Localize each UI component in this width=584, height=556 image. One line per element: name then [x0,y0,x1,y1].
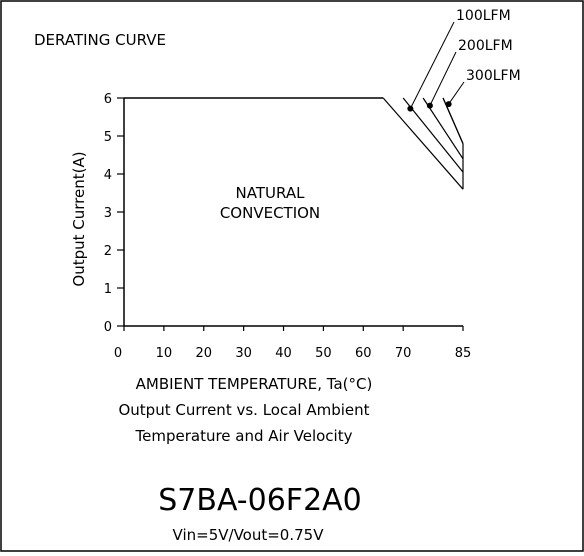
caption-line-1: Output Current vs. Local Ambient [118,401,369,419]
callout-label: 100LFM [456,8,511,24]
series-line [382,97,464,190]
y-tick-label: 4 [104,168,112,183]
airflow-callouts: 100LFM 200LFM 300LFM [407,8,521,112]
callout-label: 300LFM [466,68,521,84]
series-lines [382,97,464,190]
x-tick-label: 20 [195,346,212,361]
y-tick-label: 1 [104,282,112,297]
y-tick-label: 2 [104,244,112,259]
callout-leader [409,21,455,109]
caption-line-2: Temperature and Air Velocity [135,427,353,445]
callout-dot [426,102,433,109]
callout-leader [448,81,465,105]
x-tick-label: 30 [235,346,252,361]
operating-conditions: Vin=5V/Vout=0.75V [173,526,325,544]
x-tick-label: 70 [395,346,412,361]
chart-title: DERATING CURVE [34,31,166,49]
x-tick-label: 0 [114,346,122,361]
callout-leader [429,51,457,106]
y-tick-label: 0 [104,320,112,335]
series-line [402,97,464,173]
part-number: S7BA-06F2A0 [158,483,362,518]
x-tick-label: 85 [455,346,472,361]
x-tick-label: 10 [156,346,173,361]
y-tick-label: 6 [104,92,112,107]
y-tick-label: 5 [104,130,112,145]
region-label-natural: NATURAL [236,184,306,202]
x-tick-label: 50 [315,346,332,361]
x-axis-label: AMBIENT TEMPERATURE, Ta(°C) [136,375,373,393]
y-tick-label: 3 [104,206,112,221]
x-tick-label: 60 [355,346,372,361]
callout-dot [445,101,452,108]
callout-label: 200LFM [458,38,513,54]
x-tick-label: 40 [275,346,292,361]
callout-dot [407,105,414,112]
region-label-convection: CONVECTION [220,204,320,222]
y-axis-label: Output Current(A) [70,151,88,286]
